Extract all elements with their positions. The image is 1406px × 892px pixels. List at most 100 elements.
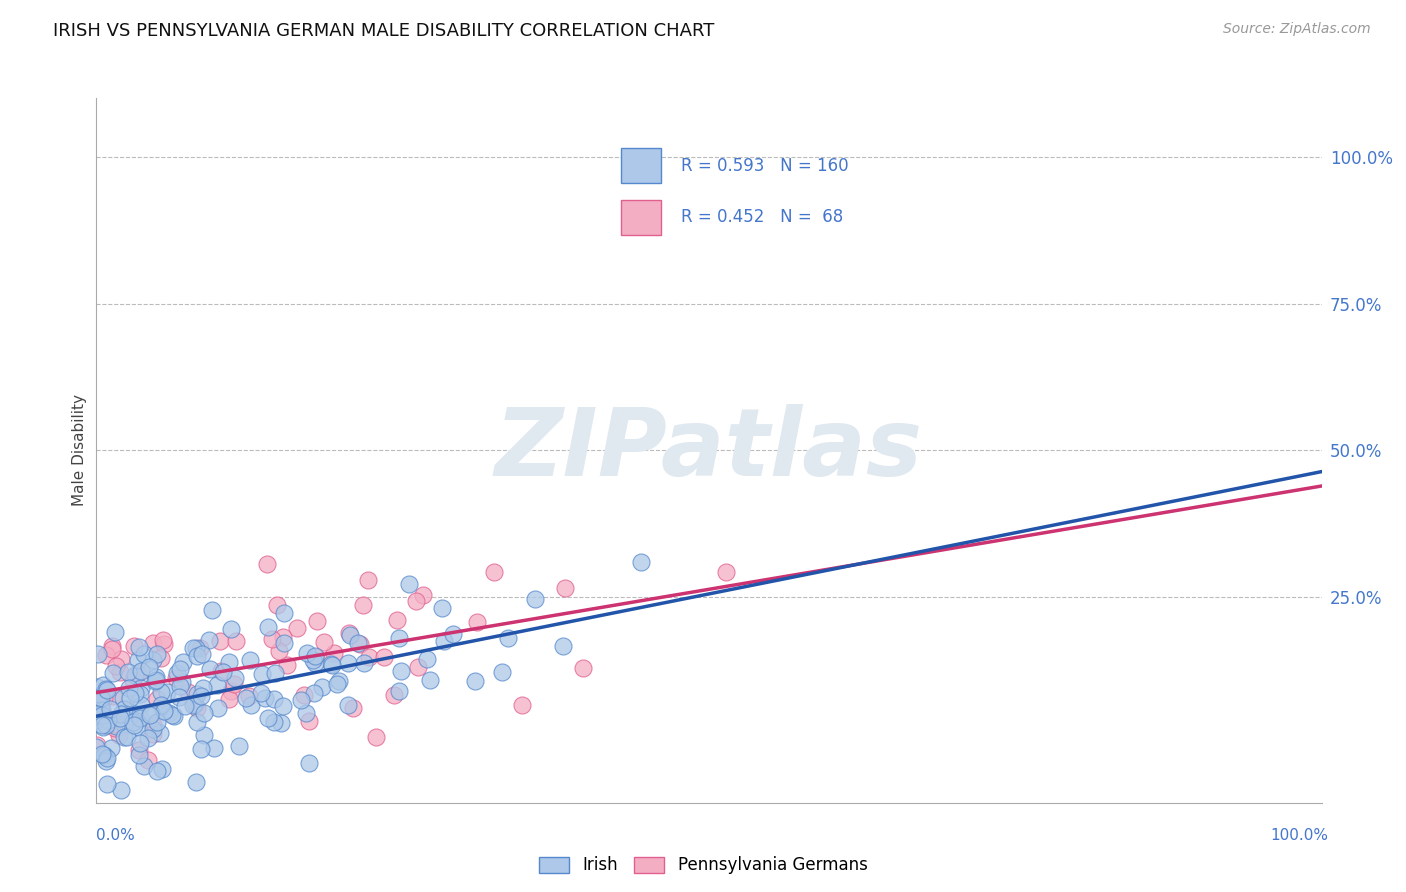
Point xyxy=(190,640,212,655)
Point xyxy=(290,693,312,707)
Point xyxy=(90,707,112,722)
Point xyxy=(115,730,138,744)
Text: 0.0%: 0.0% xyxy=(96,828,135,843)
Point xyxy=(207,701,229,715)
Point xyxy=(128,710,150,724)
Point xyxy=(136,753,159,767)
Point xyxy=(524,592,547,607)
Point xyxy=(218,691,240,706)
Point xyxy=(250,686,273,700)
Point xyxy=(352,599,374,613)
Point xyxy=(219,622,242,636)
Point xyxy=(107,728,129,742)
Point xyxy=(86,681,108,695)
Point xyxy=(105,719,128,733)
Text: IRISH VS PENNSYLVANIA GERMAN MALE DISABILITY CORRELATION CHART: IRISH VS PENNSYLVANIA GERMAN MALE DISABI… xyxy=(53,22,714,40)
Point xyxy=(93,678,115,692)
Point xyxy=(129,664,152,678)
Point xyxy=(136,731,159,745)
Point xyxy=(90,698,112,713)
Point xyxy=(228,739,250,753)
Point xyxy=(292,689,315,703)
Point xyxy=(139,706,162,721)
Point xyxy=(163,709,186,723)
Point xyxy=(142,653,165,667)
Point xyxy=(94,755,117,769)
Point xyxy=(337,626,360,640)
Point xyxy=(295,706,318,720)
Point xyxy=(129,687,152,701)
Point xyxy=(108,665,131,680)
Point xyxy=(90,691,112,706)
Point xyxy=(269,643,291,657)
Point xyxy=(416,652,439,666)
Point xyxy=(193,681,215,695)
Point xyxy=(263,691,285,706)
Point xyxy=(298,756,321,770)
Point xyxy=(184,697,207,711)
Point xyxy=(239,653,262,667)
Point xyxy=(101,640,124,654)
Point xyxy=(110,652,132,666)
Point xyxy=(257,620,280,634)
Point xyxy=(181,698,204,713)
Point xyxy=(266,598,288,612)
Point xyxy=(114,702,136,716)
Point xyxy=(145,764,167,778)
Point xyxy=(112,730,135,744)
Point xyxy=(219,684,242,698)
Text: 100.0%: 100.0% xyxy=(1271,828,1329,843)
Point xyxy=(94,718,117,732)
Point xyxy=(145,670,167,684)
Point xyxy=(84,709,107,723)
Point xyxy=(186,648,208,663)
Point xyxy=(104,721,127,735)
Point xyxy=(129,681,152,695)
Point xyxy=(117,665,139,679)
Point xyxy=(364,730,387,744)
Point xyxy=(353,656,375,670)
Point xyxy=(146,647,169,661)
Point xyxy=(118,681,141,695)
Point xyxy=(209,634,232,648)
Point xyxy=(127,666,149,681)
Point xyxy=(96,777,118,791)
Point xyxy=(398,577,420,591)
Point xyxy=(263,714,285,729)
Legend: Irish, Pennsylvania Germans: Irish, Pennsylvania Germans xyxy=(534,851,872,880)
Point xyxy=(128,747,150,762)
Point xyxy=(84,703,107,717)
Point xyxy=(198,662,221,676)
Point xyxy=(193,728,215,742)
Point xyxy=(120,690,142,705)
Point xyxy=(93,747,115,762)
Point xyxy=(145,673,167,688)
Point xyxy=(104,625,127,640)
Point xyxy=(181,641,204,656)
Point xyxy=(336,698,359,712)
Point xyxy=(193,706,215,720)
Point xyxy=(211,665,233,679)
Point xyxy=(202,740,225,755)
Point xyxy=(205,678,228,692)
Point xyxy=(716,565,738,579)
Point xyxy=(319,657,342,671)
Point xyxy=(132,759,155,773)
Point xyxy=(91,703,114,717)
Point xyxy=(201,603,224,617)
Point xyxy=(167,690,190,705)
Point xyxy=(359,649,381,664)
Point xyxy=(129,698,152,712)
Point xyxy=(273,607,295,621)
Point xyxy=(132,648,155,662)
Text: ZIPatlas: ZIPatlas xyxy=(495,404,922,497)
Point xyxy=(304,648,326,663)
Point xyxy=(142,636,165,650)
Point xyxy=(143,674,166,689)
Point xyxy=(104,659,127,673)
Point xyxy=(197,632,219,647)
Point xyxy=(156,685,179,699)
Point xyxy=(184,641,207,656)
Point xyxy=(166,666,188,681)
Point xyxy=(115,703,138,717)
